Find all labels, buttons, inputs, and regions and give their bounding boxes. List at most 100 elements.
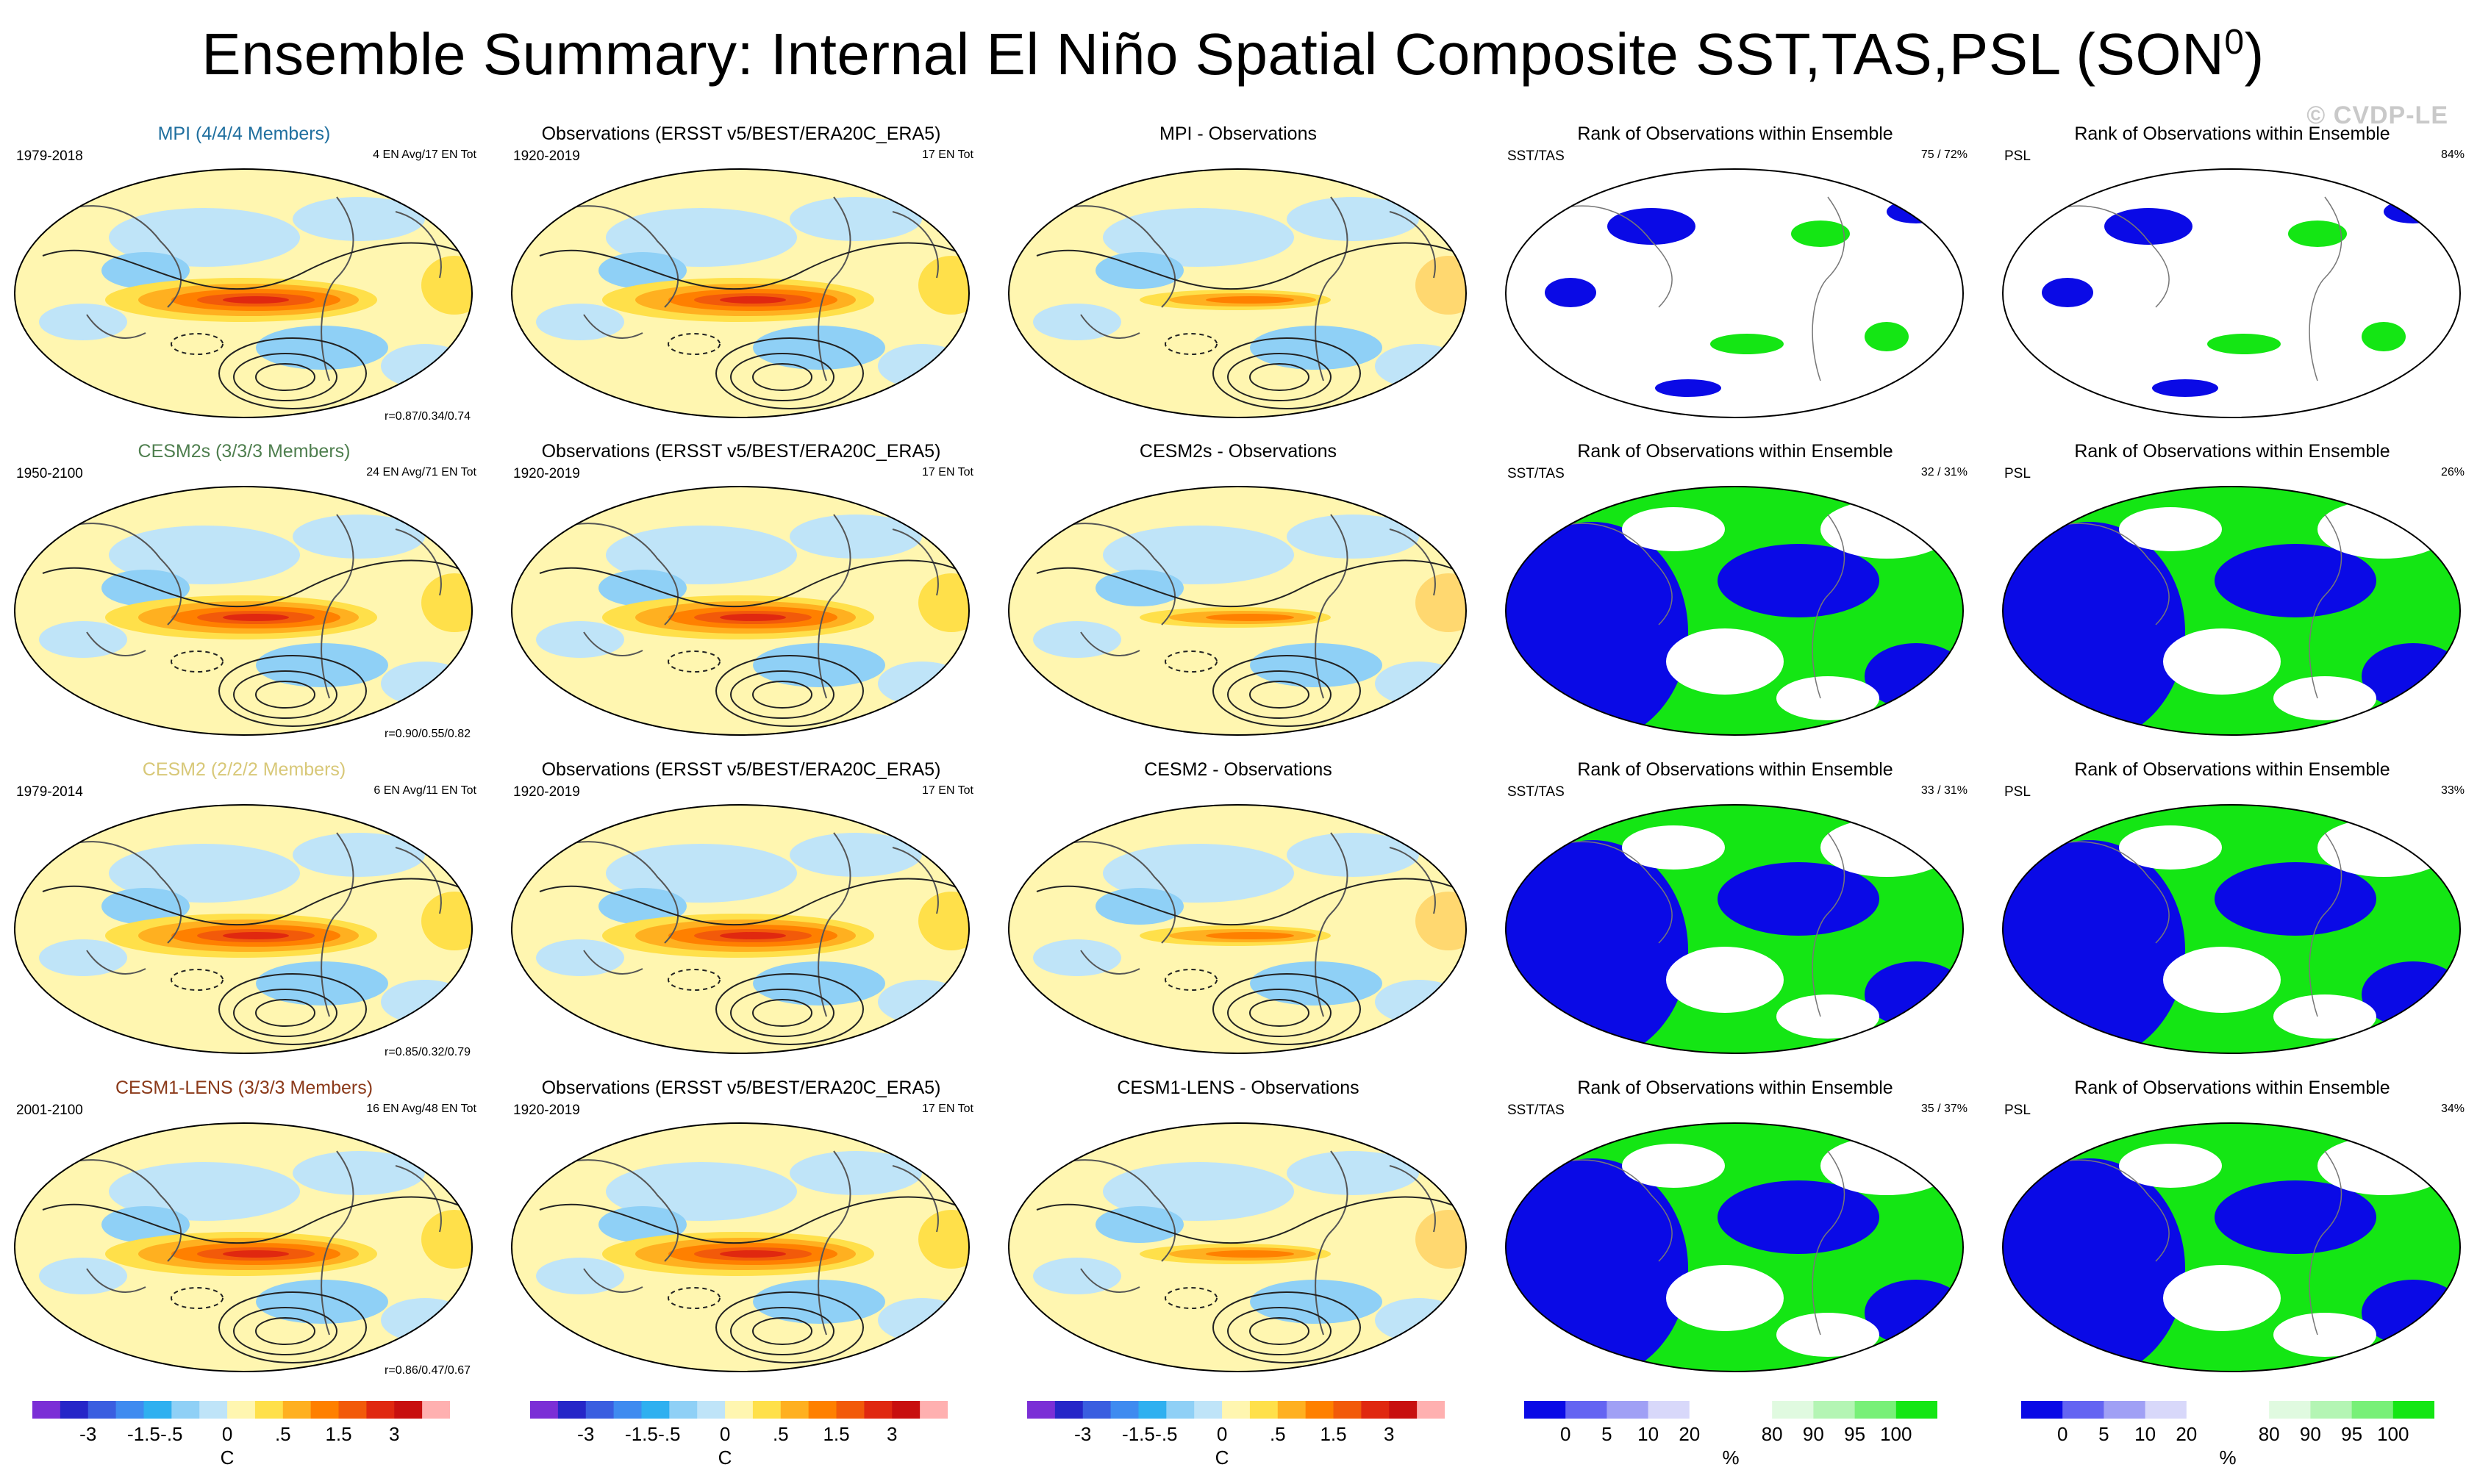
colorbar-unit: C xyxy=(1215,1447,1229,1469)
colorbar-swatch xyxy=(725,1401,754,1419)
colorbar-swatch xyxy=(2145,1401,2187,1419)
colorbar-tick-label: 10 xyxy=(2134,1423,2156,1445)
colorbar-tick-label: .5 xyxy=(274,1423,291,1445)
colorbar-5: 0 5 10 20 80 90 95 100% xyxy=(2021,1401,2434,1474)
panel-title: CESM2 - Observations xyxy=(1144,759,1332,780)
panel-model-row2: CESM2s (3/3/3 Members) 1950-2100 24 EN Avg… xyxy=(0,441,488,757)
panel-years: 1920-2019 xyxy=(513,1103,580,1118)
panel-title: Rank of Observations within Ensemble xyxy=(1577,1078,1893,1098)
colorbar-tick-label: 80 xyxy=(1761,1423,1783,1445)
colorbar-swatch xyxy=(227,1401,256,1419)
colorbar-tick-label: -3 xyxy=(79,1423,97,1445)
colorbar-swatch xyxy=(1249,1401,1279,1419)
colorbar-tick-label: 0 xyxy=(1216,1423,1228,1445)
panel-title: CESM1-LENS (3/3/3 Members) xyxy=(115,1078,374,1098)
panel-obs-row3: Observations (ERSST v5/BEST/ERA20C_ERA5)… xyxy=(497,759,985,1075)
colorbar-swatch xyxy=(1813,1401,1856,1419)
colorbar-tick-label: 1.5 xyxy=(325,1423,352,1445)
panel-rank2-row1: Rank of Observations within Ensemble PSL 8… xyxy=(1988,123,2466,440)
colorbar-tick-label: 0 xyxy=(221,1423,233,1445)
colorbar-swatch xyxy=(530,1401,559,1419)
colorbar-swatch xyxy=(115,1401,144,1419)
colorbar-tick-label: -1.5 xyxy=(1122,1423,1155,1445)
colorbar-swatch xyxy=(2351,1401,2394,1419)
page-title: Ensemble Summary: Internal El Niño Spati… xyxy=(201,21,2265,87)
panel-rank2-row2: Rank of Observations within Ensemble PSL 2… xyxy=(1988,441,2466,757)
colorbar-4: 0 5 10 20 80 90 95 100% xyxy=(1524,1401,1937,1474)
colorbar-tick-label: 100 xyxy=(2377,1423,2409,1445)
panel-variable-label: SST/TAS xyxy=(1507,148,1565,164)
colorbar-unit: % xyxy=(1722,1447,1740,1469)
panel-variable-label: PSL xyxy=(2004,148,2031,164)
anomaly-map xyxy=(14,486,473,736)
colorbar-tick-label: 0 xyxy=(719,1423,731,1445)
panel-event-count: 17 EN Tot xyxy=(922,148,973,161)
colorbar-tick-label: 3 xyxy=(887,1423,898,1445)
panel-rank1-row4: Rank of Observations within Ensemble SST/… xyxy=(1491,1078,1979,1394)
colorbar-swatch xyxy=(254,1401,284,1419)
panel-event-count: 4 EN Avg/17 EN Tot xyxy=(373,148,476,161)
panel-title: Rank of Observations within Ensemble xyxy=(1577,123,1893,144)
colorbar-tick-label: 1.5 xyxy=(823,1423,850,1445)
colorbar-swatch xyxy=(1166,1401,1195,1419)
panel-diff-row4: CESM1-LENS - Observations xyxy=(994,1078,1482,1394)
panel-model-row4: CESM1-LENS (3/3/3 Members) 2001-2100 16 EN… xyxy=(0,1078,488,1394)
colorbar-swatch xyxy=(1565,1401,1607,1419)
colorbar-swatch xyxy=(808,1401,837,1419)
pattern-correlation: r=0.86/0.47/0.67 xyxy=(385,1364,471,1377)
colorbar-swatch xyxy=(920,1401,948,1419)
colorbar-swatch xyxy=(171,1401,200,1419)
colorbar-swatch xyxy=(1389,1401,1418,1419)
panel-variable-label: PSL xyxy=(2004,1103,2031,1118)
panel-rank2-row4: Rank of Observations within Ensemble PSL 3… xyxy=(1988,1078,2466,1394)
colorbar-swatch xyxy=(1689,1401,1731,1419)
panel-rank-percent: 84% xyxy=(2440,148,2465,161)
colorbar-swatch xyxy=(1524,1401,1566,1419)
panel-rank-percent: 26% xyxy=(2440,466,2465,478)
panel-title: Rank of Observations within Ensemble xyxy=(2074,123,2390,144)
panel-title: CESM1-LENS - Observations xyxy=(1117,1078,1359,1098)
panel-title: MPI - Observations xyxy=(1159,123,1317,144)
rank-map xyxy=(1505,168,1964,418)
panel-title: Rank of Observations within Ensemble xyxy=(1577,441,1893,462)
panel-obs-row4: Observations (ERSST v5/BEST/ERA20C_ERA5)… xyxy=(497,1078,985,1394)
pattern-correlation: r=0.87/0.34/0.74 xyxy=(385,410,471,423)
colorbar-swatch xyxy=(1110,1401,1139,1419)
panel-years: 1979-2014 xyxy=(16,784,83,800)
panel-diff-row2: CESM2s - Observations xyxy=(994,441,1482,757)
colorbar-swatch xyxy=(2062,1401,2104,1419)
colorbar-tick-label: -3 xyxy=(577,1423,595,1445)
panel-variable-label: PSL xyxy=(2004,784,2031,800)
colorbar-tick-label: 10 xyxy=(1637,1423,1659,1445)
colorbar-swatch xyxy=(2392,1401,2434,1419)
colorbar-swatch xyxy=(641,1401,670,1419)
colorbar-swatch xyxy=(2186,1401,2229,1419)
panel-rank1-row1: Rank of Observations within Ensemble SST/… xyxy=(1491,123,1979,440)
panel-years: 1920-2019 xyxy=(513,784,580,800)
panel-years: 1950-2100 xyxy=(16,466,83,481)
colorbar-swatch xyxy=(669,1401,698,1419)
colorbar-tick-label: 20 xyxy=(2176,1423,2198,1445)
panel-years: 1920-2019 xyxy=(513,466,580,481)
anomaly-map xyxy=(511,1122,970,1372)
colorbar-swatch xyxy=(1194,1401,1223,1419)
panel-event-count: 16 EN Avg/48 EN Tot xyxy=(366,1103,476,1115)
colorbar-swatch xyxy=(1417,1401,1445,1419)
colorbar-tick-label: 20 xyxy=(1679,1423,1701,1445)
colorbar-tick-label: -.5 xyxy=(160,1423,183,1445)
colorbar-tick-label: 5 xyxy=(1601,1423,1612,1445)
colorbar-swatch xyxy=(1854,1401,1897,1419)
colorbar-swatch xyxy=(60,1401,89,1419)
anomaly-map xyxy=(1008,486,1467,736)
colorbar-unit: % xyxy=(2219,1447,2237,1469)
colorbar-swatch xyxy=(1731,1401,1773,1419)
panel-title: Rank of Observations within Ensemble xyxy=(1577,759,1893,780)
rank-map xyxy=(2002,486,2461,736)
rank-map xyxy=(2002,804,2461,1054)
colorbar-1: -3 -1.5 -.5 0 .5 1.5 3 C xyxy=(32,1401,450,1474)
colorbar-swatch xyxy=(892,1401,921,1419)
watermark: © CVDP-LE xyxy=(2306,101,2448,129)
rank-map xyxy=(2002,1122,2461,1372)
colorbar-tick-label: 95 xyxy=(1844,1423,1866,1445)
colorbar-swatch xyxy=(2021,1401,2063,1419)
